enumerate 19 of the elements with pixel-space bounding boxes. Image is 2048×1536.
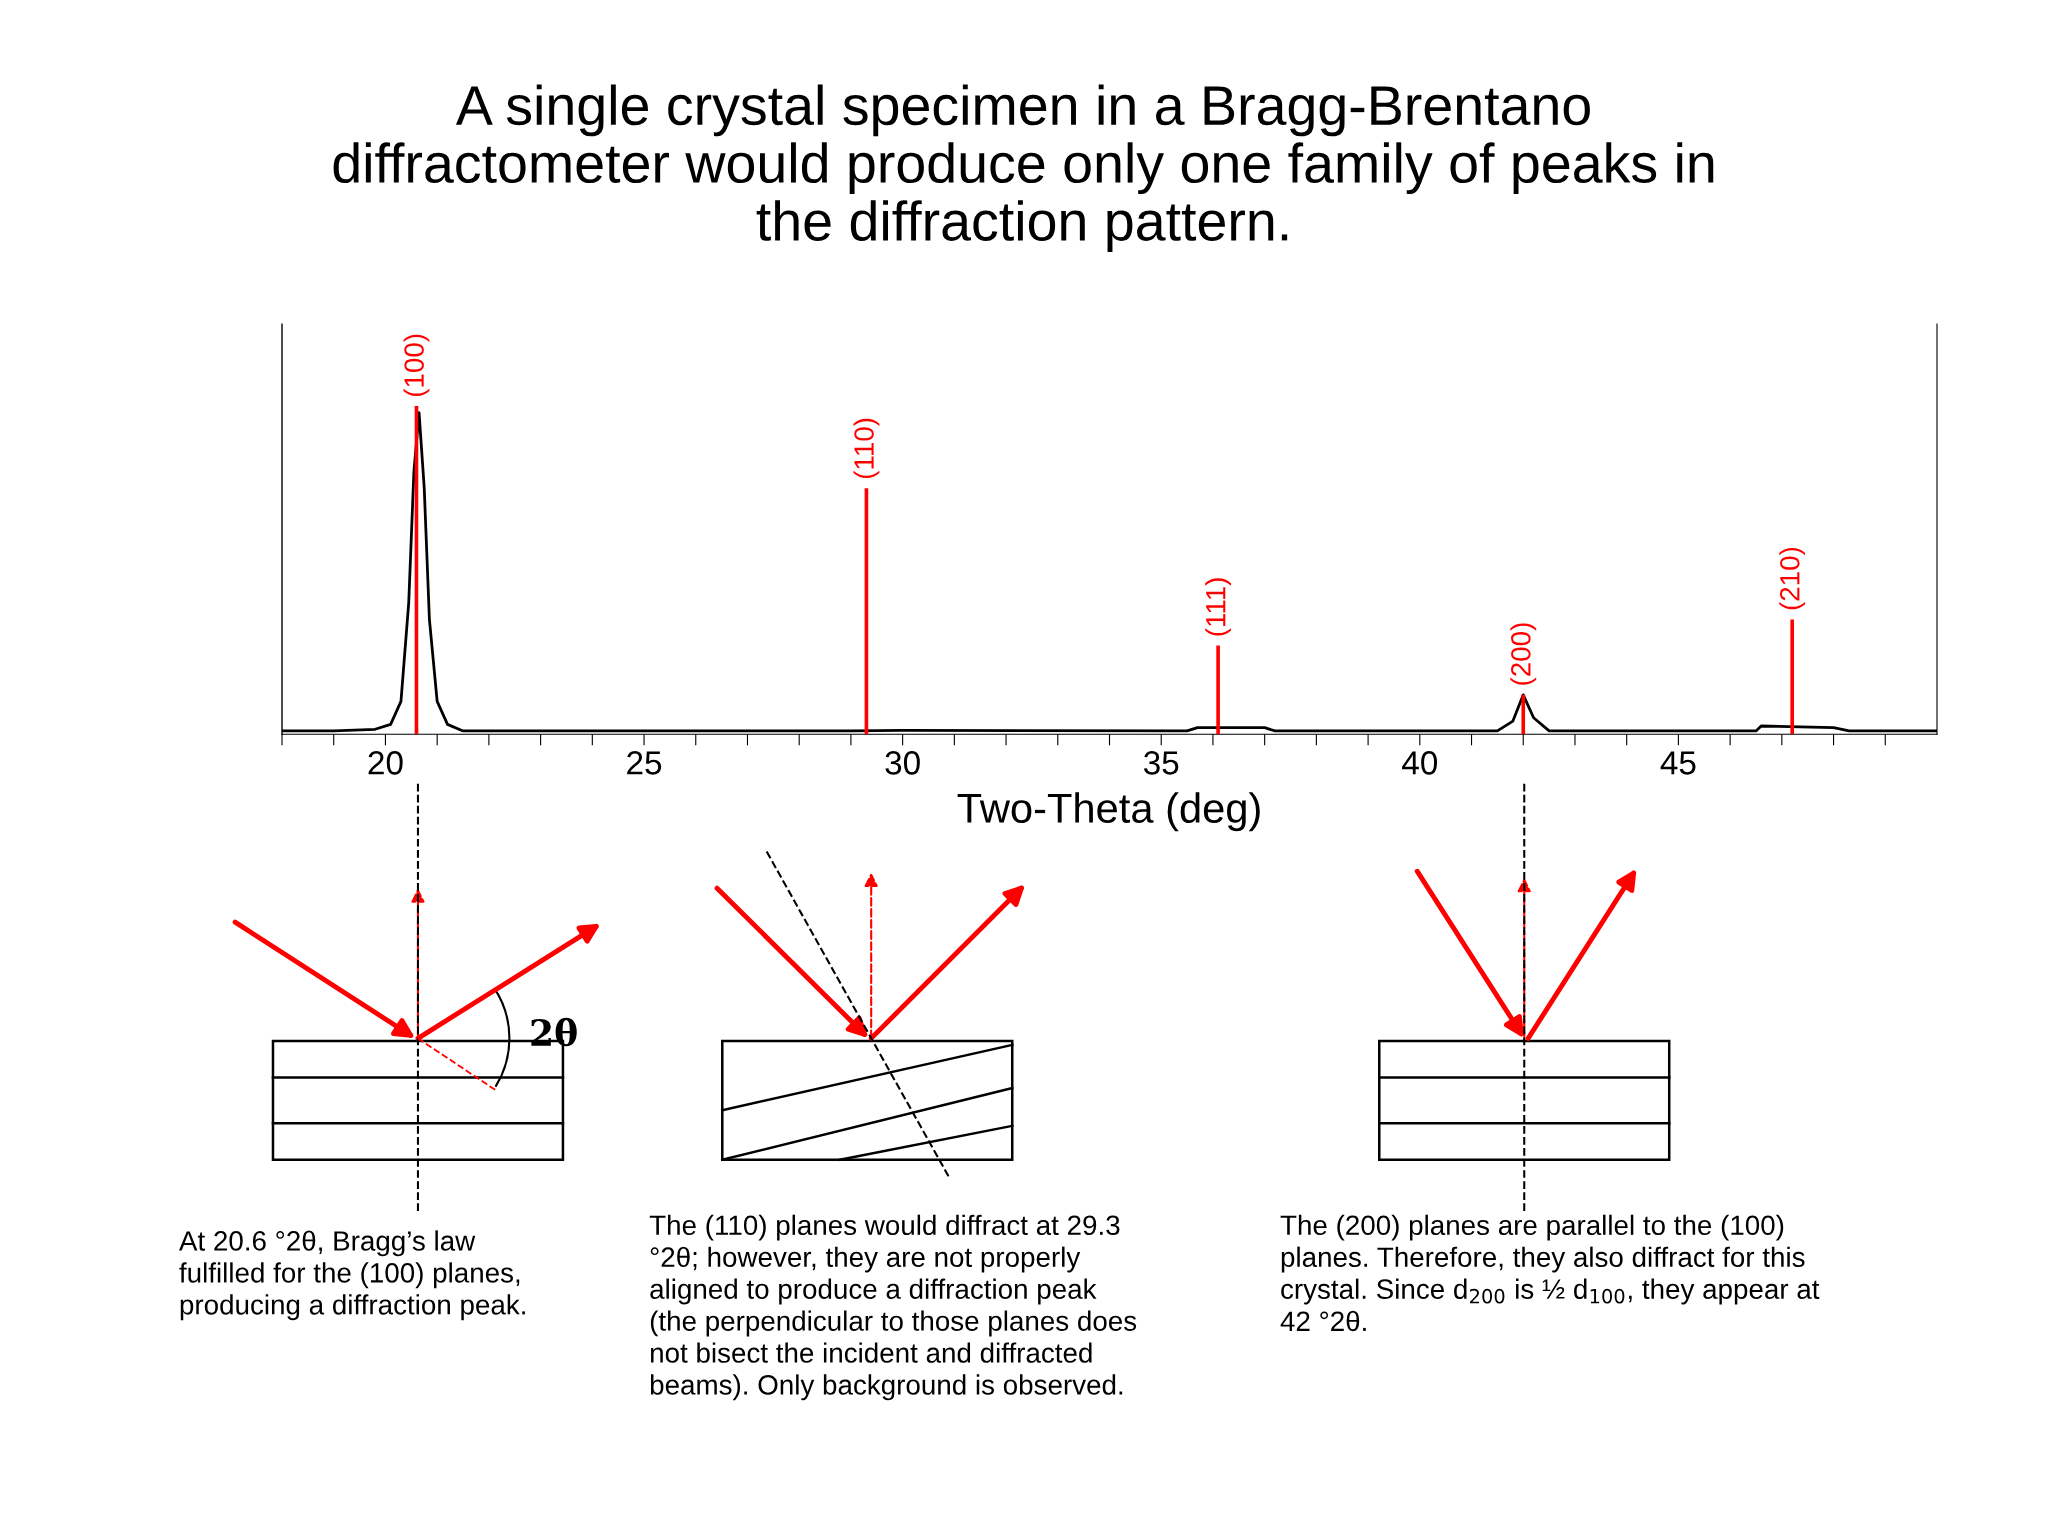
- x-tick-label: 35: [1143, 751, 1179, 775]
- bar: [1521, 694, 1526, 735]
- annotation: (200): [1510, 623, 1537, 685]
- bar: [1790, 619, 1794, 735]
- x-tick-label: 40: [1402, 751, 1438, 775]
- annotation: (210): [1779, 547, 1806, 610]
- x-tick-label: 25: [627, 751, 662, 775]
- annotation: (111): [1205, 578, 1232, 636]
- text: The (200) planes are parallel to the (100) planes. Therefore, they also diffract for this crystal. Since d$_{200}$ is ½ d$_{100}$, they appear at 42 °2θ.: [1280, 1214, 1820, 1332]
- bar: [1216, 645, 1220, 735]
- x-tick-label: 45: [1660, 751, 1696, 775]
- chart-title: A single crystal specimen in a Bragg-Brentano diffractometer would produce only one family of peaks in the diffraction pattern.: [333, 84, 1714, 252]
- annotation: (100): [403, 334, 430, 397]
- text: At 20.6 °2θ, Bragg’s law fulfilled for the (100) planes, producing a diffraction peak.: [179, 1230, 525, 1321]
- text: The (110) planes would diffract at 29.3 °2θ; however, they are not properly aligned to produce a diffraction peak (the perpendicular to those planes does not bisect the incident and diffracted beams). Only background is observed.: [649, 1214, 1137, 1401]
- x-tick-label: 30: [885, 751, 920, 775]
- annotation: (110): [853, 418, 880, 479]
- x-tick-label: 20: [368, 751, 403, 775]
- x-axis-title: Two-Theta (deg): [957, 792, 1260, 832]
